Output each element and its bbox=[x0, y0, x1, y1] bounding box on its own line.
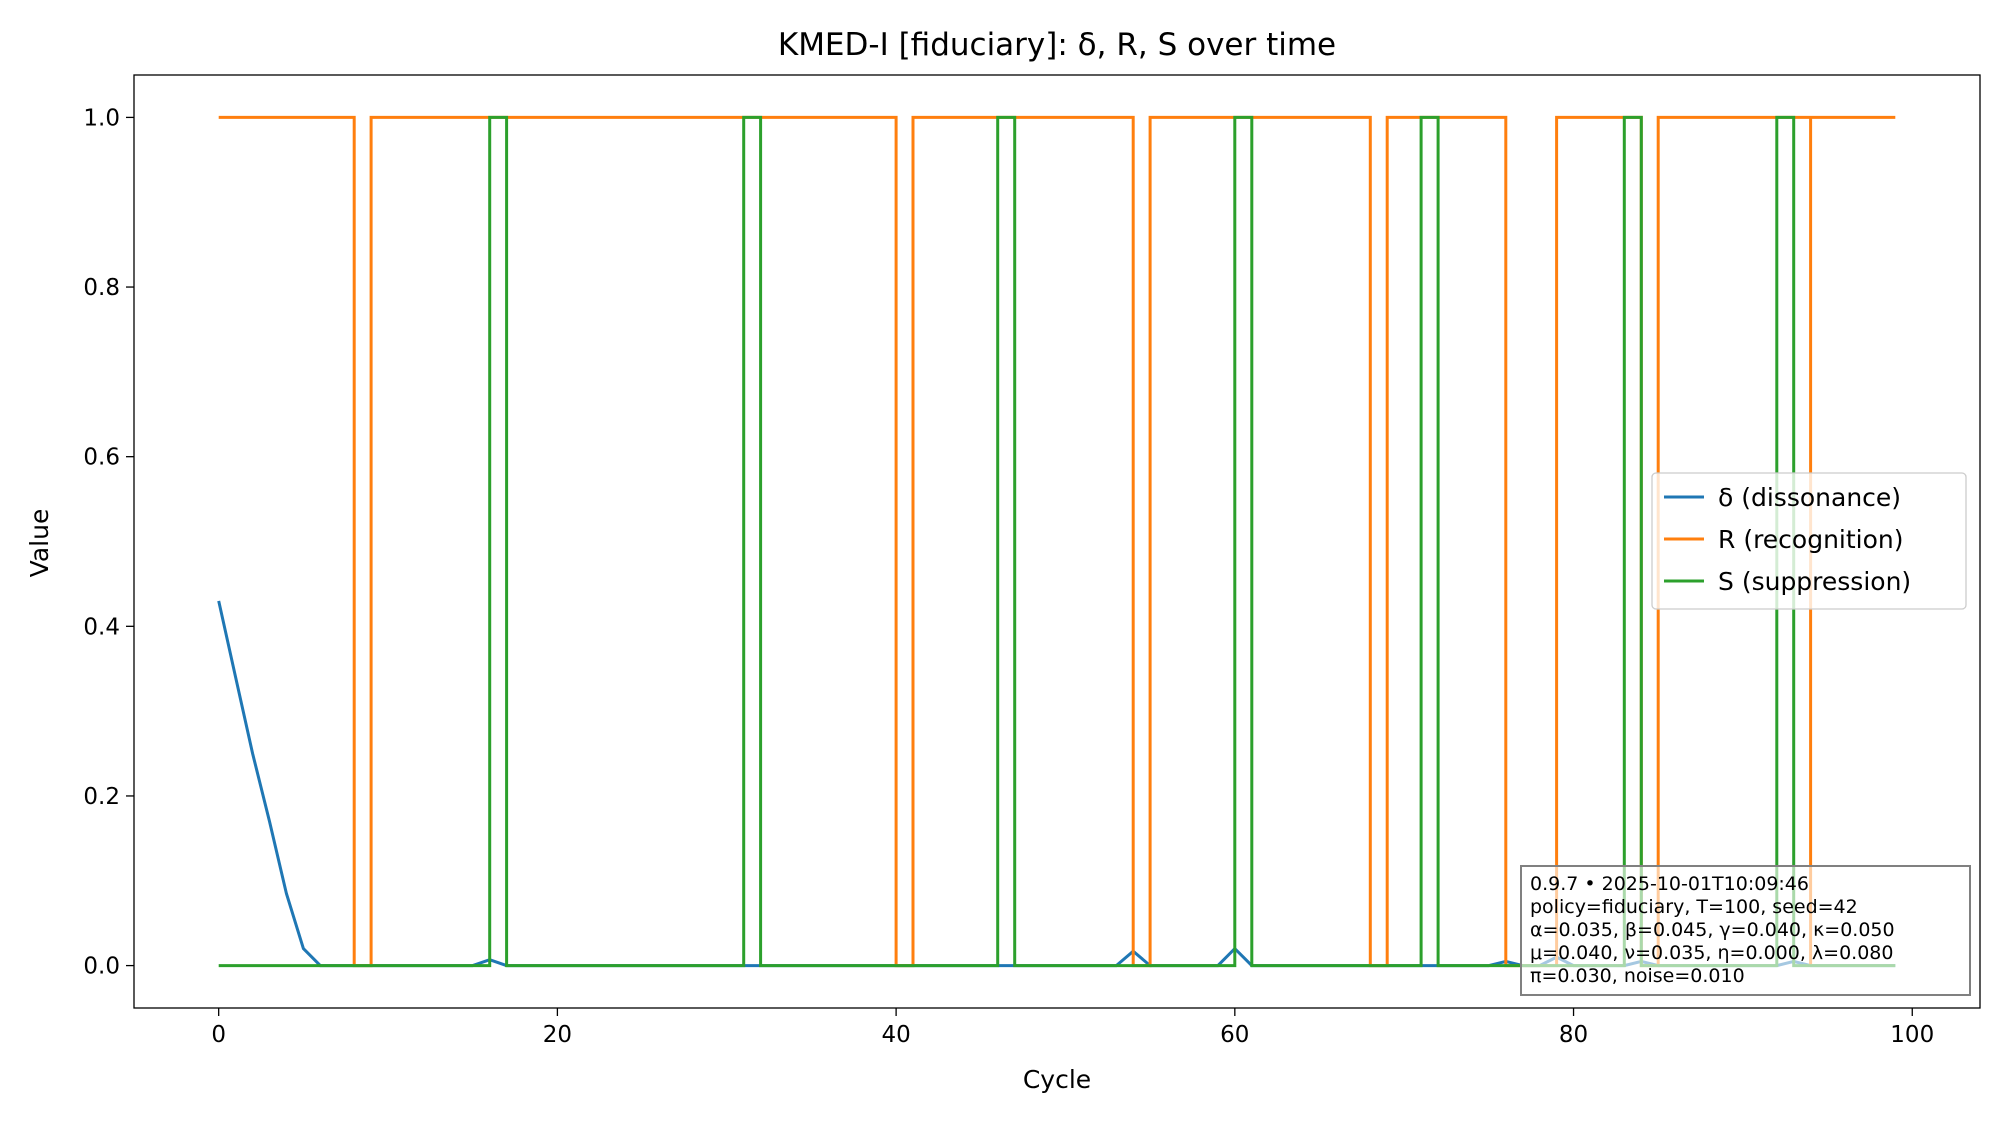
legend-label-2: S (suppression) bbox=[1718, 567, 1911, 596]
x-tick-label-1: 20 bbox=[543, 1022, 572, 1048]
series-line-2 bbox=[218, 115, 1896, 968]
y-tick-label-2: 0.4 bbox=[83, 614, 120, 640]
series-line-1 bbox=[218, 115, 1896, 968]
y-tick-label-0: 0.0 bbox=[83, 954, 120, 980]
x-axis-label: Cycle bbox=[1023, 1065, 1091, 1094]
info-line-0: 0.9.7 • 2025-10-01T10:09:46 bbox=[1530, 873, 1809, 895]
x-tick-label-3: 60 bbox=[1220, 1022, 1249, 1048]
plot-area bbox=[217, 115, 1896, 968]
legend-box bbox=[1651, 472, 1967, 610]
plot-frame bbox=[133, 74, 1981, 1009]
axes: 0 20 40 60 80 100 0.0 0.2 0.4 0.6 0.8 1.0 bbox=[83, 74, 1981, 1048]
chart-title: KMED-I [fiduciary]: δ, R, S over time bbox=[778, 27, 1336, 63]
info-box-frame bbox=[1520, 865, 1971, 996]
legend-label-1: R (recognition) bbox=[1718, 525, 1904, 554]
y-axis-label: Value bbox=[25, 509, 54, 578]
y-tick-label-3: 0.6 bbox=[83, 445, 120, 471]
info-line-2: α=0.035, β=0.045, γ=0.040, κ=0.050 bbox=[1530, 919, 1895, 941]
y-tick-label-5: 1.0 bbox=[83, 105, 120, 131]
series-lines bbox=[217, 115, 1896, 968]
x-tick-label-4: 80 bbox=[1559, 1022, 1588, 1048]
y-tick-label-4: 0.8 bbox=[83, 275, 120, 301]
legend: δ (dissonance) R (recognition) S (suppress… bbox=[1651, 472, 1967, 610]
x-tick-label-5: 100 bbox=[1890, 1022, 1934, 1048]
y-tick-label-1: 0.2 bbox=[83, 784, 120, 810]
info-box: 0.9.7 • 2025-10-01T10:09:46policy=fiduci… bbox=[1520, 865, 1971, 996]
info-line-3: μ=0.040, ν=0.035, η=0.000, λ=0.080 bbox=[1530, 942, 1893, 964]
x-tick-label-0: 0 bbox=[211, 1022, 226, 1048]
x-tick-label-2: 40 bbox=[881, 1022, 910, 1048]
info-line-1: policy=fiduciary, T=100, seed=42 bbox=[1530, 896, 1858, 918]
info-line-4: π=0.030, noise=0.010 bbox=[1530, 965, 1745, 987]
legend-label-0: δ (dissonance) bbox=[1718, 483, 1901, 512]
